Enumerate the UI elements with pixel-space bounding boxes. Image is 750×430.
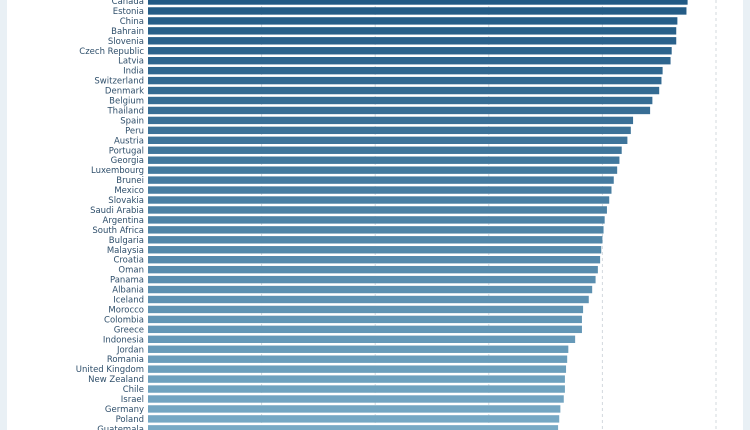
category-label: Saudi Arabia	[90, 206, 144, 216]
bar-israel	[148, 395, 564, 403]
bar-slovenia	[148, 37, 677, 45]
category-label: Thailand	[106, 106, 144, 116]
category-label: Estonia	[113, 7, 144, 17]
bar-indonesia	[148, 335, 576, 343]
bar-peru	[148, 126, 631, 135]
category-label: Slovakia	[108, 196, 144, 206]
bar-albania	[148, 285, 593, 294]
bar-luxembourg	[148, 166, 618, 174]
category-label: Peru	[125, 126, 144, 136]
category-label: Malaysia	[107, 246, 144, 256]
bar-greece	[148, 325, 582, 334]
category-label: Germany	[105, 405, 144, 415]
category-label: Bulgaria	[109, 236, 144, 246]
category-label: Greece	[114, 325, 144, 335]
category-label: Jordan	[116, 345, 144, 355]
bar-portugal	[148, 146, 622, 154]
bar-oman	[148, 265, 598, 274]
category-label: China	[120, 17, 144, 27]
category-label: Denmark	[105, 87, 144, 97]
category-label: Indonesia	[103, 335, 144, 345]
bar-morocco	[148, 305, 584, 314]
bar-czech-republic	[148, 47, 672, 55]
category-label: Iceland	[113, 296, 144, 306]
bar-saudi-arabia	[148, 206, 607, 214]
category-label: Argentina	[103, 216, 144, 226]
bar-jordan	[148, 345, 569, 353]
bar-india	[148, 66, 663, 75]
bar-spain	[148, 116, 634, 125]
bar-poland	[148, 415, 560, 423]
category-label: New Zealand	[88, 375, 144, 385]
category-label: Switzerland	[94, 77, 144, 87]
category-label: Oman	[118, 266, 144, 276]
bar-colombia	[148, 315, 582, 324]
category-label: Romania	[107, 355, 144, 365]
bar-brunei	[148, 176, 614, 184]
bar-estonia	[148, 7, 687, 15]
category-label: India	[123, 67, 144, 77]
category-label: Slovenia	[108, 37, 144, 47]
category-label: Panama	[110, 276, 144, 286]
bar-new-zealand	[148, 375, 565, 383]
bar-chile	[148, 385, 565, 393]
bar-bulgaria	[148, 236, 603, 244]
category-label: Portugal	[109, 146, 144, 156]
chart-panel: Canada Estonia China Bahrain Slovenia Czech R…	[7, 0, 743, 430]
category-label: United Kingdom	[76, 365, 144, 375]
bar-latvia	[148, 57, 671, 65]
bar-austria	[148, 136, 628, 144]
bar-georgia	[148, 156, 620, 164]
category-label: Georgia	[111, 156, 144, 166]
category-label: Guatemala	[97, 425, 144, 430]
bar-slovakia	[148, 196, 610, 204]
bar-switzerland	[148, 76, 662, 85]
bar-guatemala	[148, 425, 559, 430]
category-label: South Africa	[92, 226, 144, 236]
category-label: Israel	[121, 395, 144, 405]
category-label: Morocco	[108, 305, 144, 315]
category-label: Latvia	[118, 57, 144, 67]
category-label: Colombia	[104, 315, 144, 325]
bar-romania	[148, 355, 568, 363]
category-label: Luxembourg	[91, 166, 144, 176]
bar-canada	[148, 0, 688, 5]
bar-south-africa	[148, 226, 604, 234]
bar-thailand	[148, 106, 651, 115]
bar-united-kingdom	[148, 365, 567, 373]
category-label: Albania	[112, 286, 144, 296]
category-label: Mexico	[114, 186, 144, 196]
category-label: Poland	[116, 415, 144, 425]
category-label: Croatia	[113, 256, 144, 266]
bar-bahrain	[148, 27, 677, 35]
bar-malaysia	[148, 246, 602, 254]
category-label: Spain	[120, 116, 144, 126]
bar-denmark	[148, 86, 660, 95]
category-label: Belgium	[109, 97, 144, 107]
bar-iceland	[148, 295, 589, 304]
category-label: Czech Republic	[79, 47, 144, 57]
bars	[148, 0, 688, 430]
bar-panama	[148, 275, 596, 284]
bar-belgium	[148, 96, 653, 105]
category-label: Austria	[114, 136, 144, 146]
bar-croatia	[148, 256, 601, 264]
category-label: Chile	[123, 385, 144, 395]
category-label: Canada	[112, 0, 144, 7]
bar-germany	[148, 405, 561, 413]
bar-mexico	[148, 186, 612, 194]
category-label: Bahrain	[111, 27, 144, 37]
bar-china	[148, 17, 678, 25]
bar-argentina	[148, 216, 605, 224]
category-label: Brunei	[116, 176, 144, 186]
